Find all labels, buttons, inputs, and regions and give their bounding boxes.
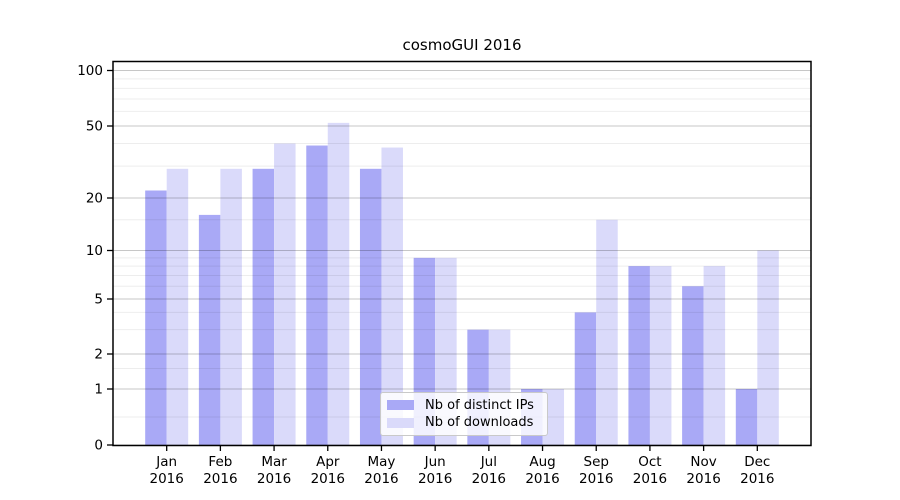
x-tick-sublabel-dec: 2016: [740, 471, 774, 487]
y-tick-label-50: 50: [86, 119, 103, 135]
x-tick-label-oct: Oct: [638, 454, 661, 470]
legend-swatch-distinct-ips: [387, 400, 414, 411]
x-tick-sublabel-oct: 2016: [633, 471, 667, 487]
bar-downloads-may: [381, 147, 403, 446]
bar-distinct-ips-may: [359, 168, 382, 446]
bar-downloads-apr: [327, 122, 350, 446]
x-tick-sublabel-jun: 2016: [418, 471, 452, 487]
y-tick-label-10: 10: [86, 243, 103, 259]
chart-title: cosmoGUI 2016: [402, 36, 522, 54]
x-tick-label-jun: Jun: [424, 454, 446, 470]
x-tick-sublabel-nov: 2016: [686, 471, 720, 487]
y-tick-label-100: 100: [77, 63, 103, 79]
bar-downloads-mar: [274, 143, 296, 446]
x-tick-label-feb: Feb: [208, 454, 232, 470]
y-tick-label-0: 0: [94, 438, 103, 454]
x-tick-label-aug: Aug: [529, 454, 555, 470]
bar-distinct-ips-feb: [198, 214, 221, 446]
y-tick-label-5: 5: [94, 292, 103, 308]
bar-distinct-ips-apr: [306, 145, 328, 446]
x-tick-label-mar: Mar: [261, 454, 287, 470]
bar-distinct-ips-dec: [735, 389, 758, 446]
bar-downloads-jan: [166, 168, 189, 446]
x-tick-sublabel-jul: 2016: [472, 471, 506, 487]
bar-downloads-oct: [649, 266, 672, 446]
x-tick-label-dec: Dec: [744, 454, 770, 470]
bar-distinct-ips-sep: [574, 312, 597, 446]
bar-distinct-ips-nov: [682, 286, 704, 446]
legend-label-downloads: Nb of downloads: [425, 415, 534, 431]
y-tick-label-2: 2: [94, 347, 103, 363]
y-tick-label-1: 1: [94, 382, 103, 398]
y-tick-label-20: 20: [86, 191, 103, 207]
x-tick-sublabel-jan: 2016: [150, 471, 184, 487]
legend-swatch-downloads: [387, 417, 414, 428]
bar-downloads-feb: [220, 168, 242, 446]
bar-downloads-sep: [596, 219, 618, 446]
legend-label-distinct-ips: Nb of distinct IPs: [425, 397, 534, 413]
x-tick-label-may: May: [368, 454, 396, 470]
bar-distinct-ips-mar: [252, 168, 275, 446]
x-tick-sublabel-apr: 2016: [311, 471, 345, 487]
bar-downloads-dec: [757, 250, 779, 446]
x-tick-label-apr: Apr: [316, 454, 340, 470]
axes-frame: [112, 60, 812, 447]
legend-item-distinct-ips: Nb of distinct IPs: [387, 397, 543, 414]
x-tick-sublabel-may: 2016: [364, 471, 398, 487]
legend-item-downloads: Nb of downloads: [387, 414, 543, 431]
x-tick-label-jul: Jul: [480, 454, 497, 470]
bar-distinct-ips-jan: [145, 190, 167, 446]
x-tick-label-sep: Sep: [584, 454, 609, 470]
legend: Nb of distinct IPs Nb of downloads: [380, 392, 548, 436]
x-tick-sublabel-sep: 2016: [579, 471, 613, 487]
x-tick-sublabel-feb: 2016: [203, 471, 237, 487]
bar-distinct-ips-oct: [628, 266, 650, 446]
bar-downloads-nov: [703, 266, 726, 446]
x-tick-sublabel-mar: 2016: [257, 471, 291, 487]
x-tick-sublabel-aug: 2016: [525, 471, 559, 487]
x-tick-label-nov: Nov: [690, 454, 716, 470]
x-tick-label-jan: Jan: [155, 454, 177, 470]
